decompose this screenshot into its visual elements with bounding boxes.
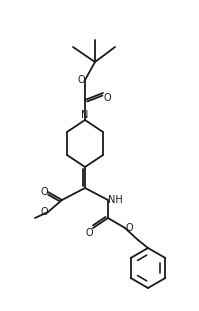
Text: NH: NH [108, 195, 123, 205]
Text: O: O [40, 187, 48, 197]
Text: O: O [77, 75, 85, 85]
Text: O: O [40, 207, 48, 217]
Text: N: N [81, 110, 89, 120]
Text: O: O [85, 228, 93, 238]
Text: O: O [103, 93, 111, 103]
Text: O: O [125, 223, 133, 233]
